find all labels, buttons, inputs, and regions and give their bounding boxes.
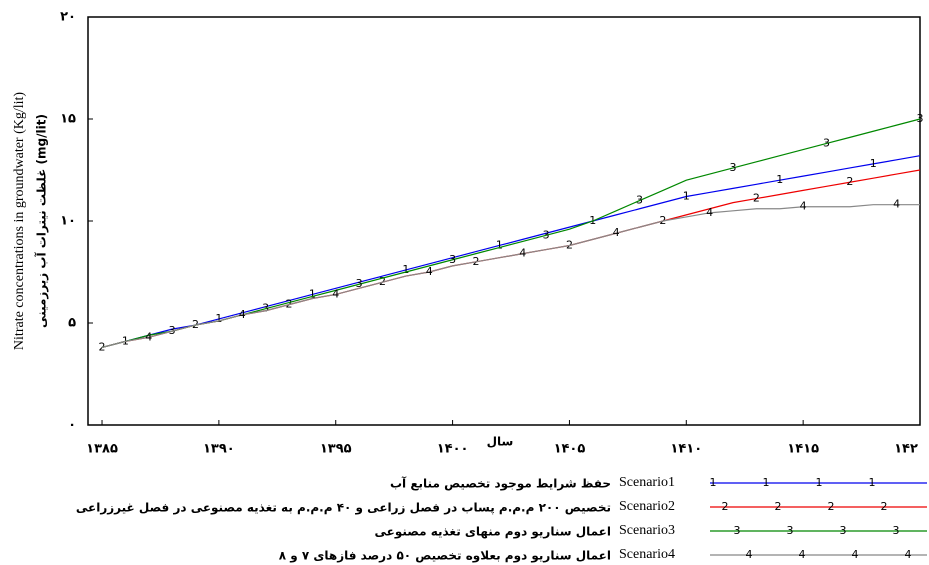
y-tick-label: ۲۰ <box>60 10 76 25</box>
legend-marker: 4 <box>799 548 806 561</box>
series-marker: 4 <box>145 330 152 343</box>
y-tick-label: ۵ <box>68 316 76 331</box>
x-tick-label: ۱۴۰۵ <box>554 442 586 457</box>
x-tick-label: ۱۳۹۰ <box>203 442 235 457</box>
series-marker: 3 <box>636 194 643 207</box>
series-marker: 2 <box>753 192 760 205</box>
series-marker: 1 <box>870 157 877 170</box>
legend-name: Scenario4 <box>619 547 675 562</box>
y-axis-label-fa: غلظت نیترات آب زیرزمینی (mg/lit) <box>34 114 49 328</box>
legend-marker: 1 <box>816 476 823 489</box>
legend-name: Scenario1 <box>619 475 675 490</box>
legend-marker: 4 <box>852 548 859 561</box>
x-tick-label: ۱۴۲ <box>894 442 918 457</box>
legend-marker: 3 <box>734 524 741 537</box>
series-marker: 3 <box>917 112 924 125</box>
series-marker: 4 <box>426 265 433 278</box>
y-axis-label: Nitrate concentrations in groundwater (K… <box>12 92 27 350</box>
series-marker: 1 <box>683 190 690 203</box>
legend-marker: 4 <box>746 548 753 561</box>
legend-description: اعمال سناریو دوم بعلاوه تخصیص ۵۰ درصد فا… <box>279 549 611 564</box>
legend-description: حفظ شرایط موجود تخصیص منابع آب <box>390 476 611 492</box>
series-marker: 4 <box>613 226 620 239</box>
series-marker: 1 <box>215 312 222 325</box>
legend-marker: 4 <box>905 548 912 561</box>
legend-description: اعمال سناریو دوم منهای تغذیه مصنوعی <box>375 525 611 540</box>
series-marker: 3 <box>449 253 456 266</box>
series-marker: 4 <box>706 206 713 219</box>
series-marker: 3 <box>543 228 550 241</box>
x-tick-label: ۱۴۱۵ <box>787 442 819 457</box>
series-marker: 3 <box>262 302 269 315</box>
legend-marker: 3 <box>787 524 794 537</box>
series-line <box>101 155 921 349</box>
legend-marker: 2 <box>775 500 782 513</box>
legend-marker: 1 <box>869 476 876 489</box>
legend-marker: 1 <box>763 476 770 489</box>
series-marker: 4 <box>800 200 807 213</box>
y-tick-label: ۰ <box>68 418 76 433</box>
series-marker: 1 <box>776 173 783 186</box>
series-marker: 2 <box>846 175 853 188</box>
series-marker: 3 <box>730 161 737 174</box>
legend-name: Scenario2 <box>619 499 675 514</box>
legend-marker: 2 <box>828 500 835 513</box>
legend-marker: 3 <box>893 524 900 537</box>
legend-description: تخصیص ۲۰۰ م.م.م پساب در فصل زراعی و ۴۰ م… <box>76 501 611 516</box>
series-marker: 4 <box>332 287 339 300</box>
legend-marker: 1 <box>710 476 717 489</box>
series-marker: 4 <box>893 198 900 211</box>
series-marker: 4 <box>239 308 246 321</box>
plot-frame <box>87 16 921 426</box>
series-line <box>101 204 920 349</box>
series-line <box>101 169 921 349</box>
legend-marker: 3 <box>840 524 847 537</box>
x-tick-label: ۱۴۱۰ <box>670 442 702 457</box>
y-tick-label: ۱۰ <box>60 214 76 229</box>
series-marker: 1 <box>402 263 409 276</box>
series-marker: 4 <box>519 247 526 260</box>
series-marker: 3 <box>823 136 830 149</box>
y-tick-label: ۱۵ <box>60 112 76 127</box>
series-marker: 3 <box>356 277 363 290</box>
series-line <box>101 118 921 349</box>
legend-marker: 2 <box>881 500 888 513</box>
x-tick-label: ۱۳۹۵ <box>320 442 352 457</box>
legend-marker: 2 <box>722 500 729 513</box>
series-marker: 1 <box>496 238 503 251</box>
series-marker: 1 <box>309 287 316 300</box>
x-tick-label: ۱۳۸۵ <box>86 442 118 457</box>
x-tick-label: ۱۴۰۰ <box>437 442 469 457</box>
legend-name: Scenario3 <box>619 523 675 538</box>
x-axis-label: سال <box>487 435 514 449</box>
